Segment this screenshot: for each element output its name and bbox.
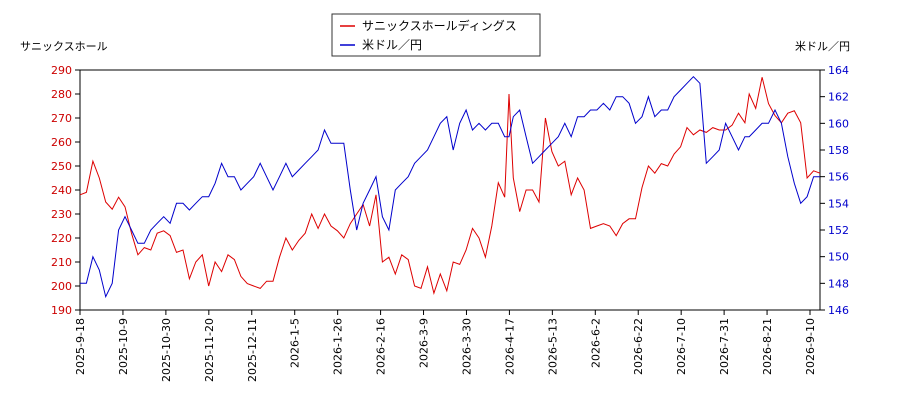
x-tick-label: 2026-1-5 [289, 318, 302, 368]
series-layer [79, 75, 821, 299]
x-tick-label: 2025-9-18 [74, 318, 87, 375]
x-tick-label: 2026-3-9 [418, 318, 431, 368]
x-tick-label: 2025-12-11 [246, 318, 259, 382]
right-tick-label: 150 [828, 251, 849, 264]
x-tick-label: 2025-10-30 [160, 318, 173, 382]
left-tick-label: 290 [51, 64, 72, 77]
legend-label-sanix: サニックスホールディングス [362, 18, 517, 33]
x-tick-label: 2026-7-31 [718, 318, 731, 375]
right-axis-title: 米ドル／円 [795, 40, 850, 53]
x-tick-label: 2026-7-10 [675, 318, 688, 375]
right-tick-label: 156 [828, 171, 849, 184]
x-tick-label: 2026-6-22 [632, 318, 645, 375]
x-tick-label: 2026-6-2 [589, 318, 602, 368]
left-tick-label: 240 [51, 184, 72, 197]
right-tick-label: 154 [828, 197, 849, 210]
x-tick-label: 2026-3-30 [460, 318, 473, 375]
right-tick-label: 158 [828, 144, 849, 157]
right-axis: 146 148 150 152 154 156 158 160 162 164 [820, 64, 849, 317]
left-tick-label: 260 [51, 136, 72, 149]
right-tick-label: 152 [828, 224, 849, 237]
x-tick-label: 2026-9-10 [804, 318, 817, 375]
series-line-usdjpy [80, 75, 820, 299]
left-tick-label: 230 [51, 208, 72, 221]
left-tick-label: 190 [51, 304, 72, 317]
left-axis: 190 200 210 220 230 240 250 260 270 280 290 [51, 64, 80, 317]
series-line-sanix [79, 77, 821, 296]
x-tick-label: 2025-10-9 [117, 318, 130, 375]
left-tick-label: 250 [51, 160, 72, 173]
left-tick-label: 200 [51, 280, 72, 293]
x-axis: 2025-9-18 2025-10-9 2025-10-30 2025-11-20 20… [74, 310, 817, 382]
x-tick-label: 2026-5-13 [546, 318, 559, 375]
left-axis-title: サニックスホール [20, 40, 108, 53]
legend-box [331, 13, 541, 57]
legend: サニックスホールディングス 米ドル／円 [331, 13, 541, 57]
left-tick-label: 210 [51, 256, 72, 269]
x-tick-label: 2026-1-26 [332, 318, 345, 375]
left-tick-label: 280 [51, 88, 72, 101]
x-tick-label: 2026-8-21 [761, 318, 774, 375]
right-tick-label: 164 [828, 64, 849, 77]
x-tick-label: 2026-4-17 [503, 318, 516, 375]
right-tick-label: 160 [828, 117, 849, 130]
legend-label-usdjpy: 米ドル／円 [362, 38, 422, 52]
right-tick-label: 148 [828, 277, 849, 290]
x-tick-label: 2025-11-20 [203, 318, 216, 382]
left-tick-label: 220 [51, 232, 72, 245]
right-tick-label: 162 [828, 91, 849, 104]
x-tick-label: 2026-2-16 [375, 318, 388, 375]
right-tick-label: 146 [828, 304, 849, 317]
left-tick-label: 270 [51, 112, 72, 125]
